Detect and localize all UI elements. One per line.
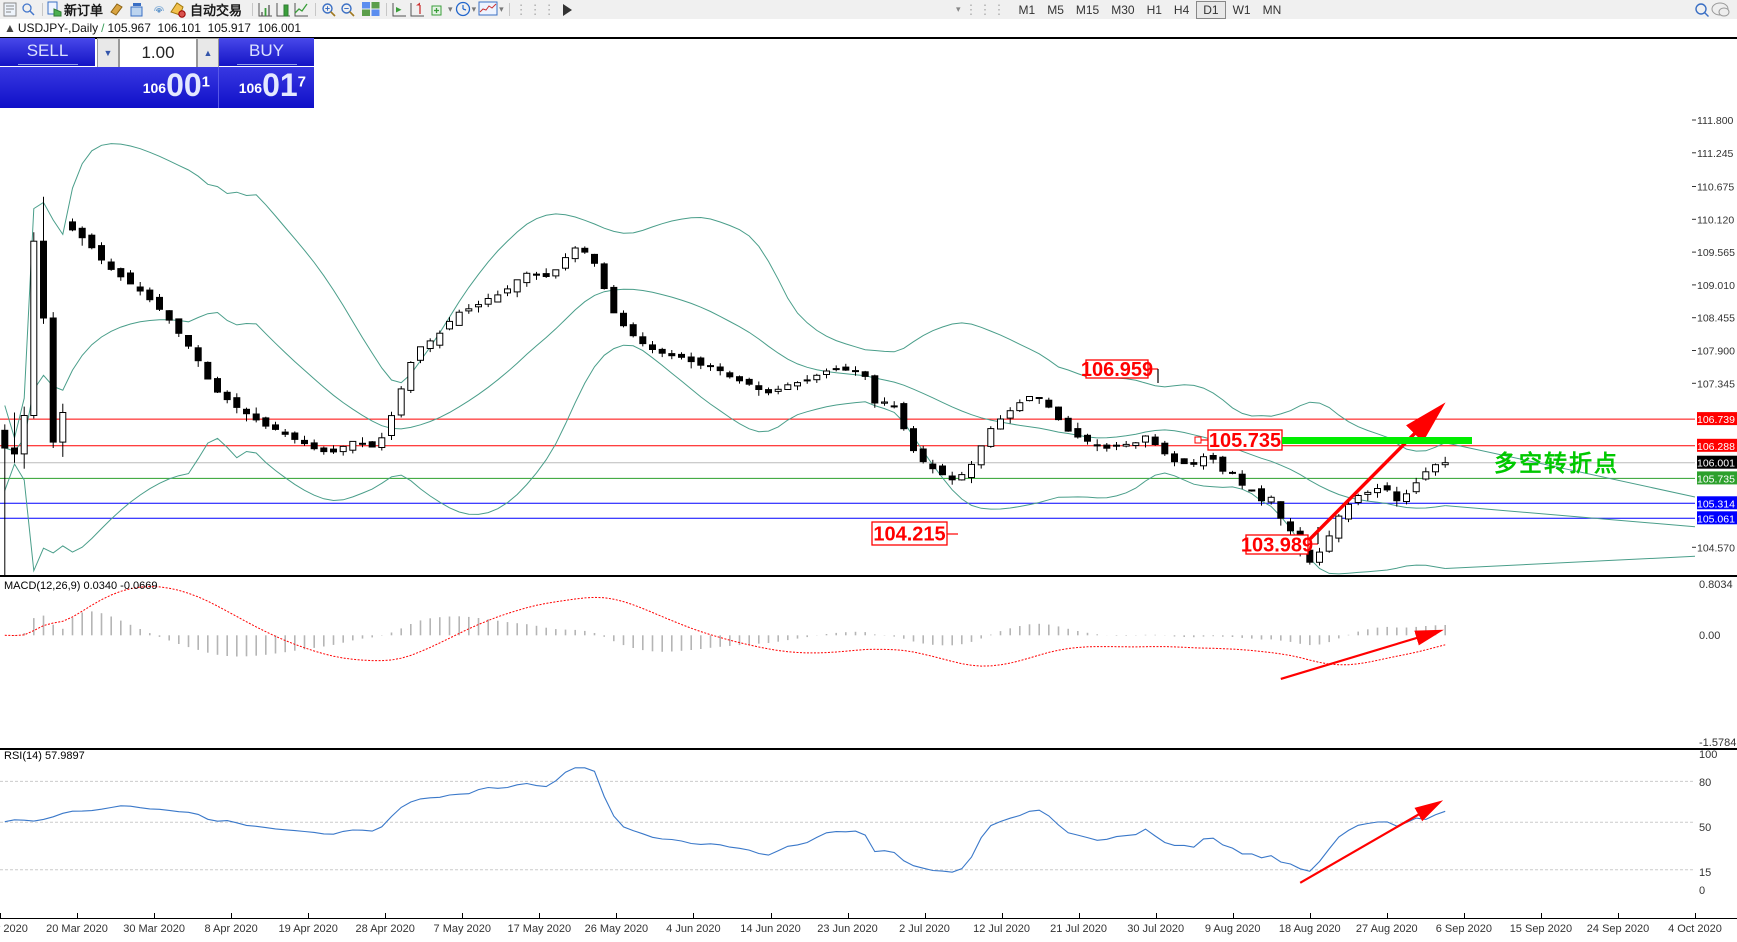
svg-text:106.001: 106.001 [1697, 458, 1735, 470]
svg-text:105.735: 105.735 [1209, 430, 1281, 452]
svg-text:110.120: 110.120 [1697, 214, 1734, 226]
svg-text:109.010: 109.010 [1697, 280, 1735, 292]
svg-text:-1.5784: -1.5784 [1699, 737, 1736, 748]
svg-text:0.00: 0.00 [1699, 630, 1720, 642]
svg-text:110.675: 110.675 [1697, 182, 1734, 194]
svg-text:111.800: 111.800 [1697, 115, 1734, 127]
svg-text:100: 100 [1699, 749, 1717, 761]
svg-text:104.570: 104.570 [1697, 542, 1735, 554]
svg-text:105.314: 105.314 [1697, 498, 1735, 510]
svg-text:多空转折点: 多空转折点 [1494, 450, 1619, 476]
svg-text:103.989: 103.989 [1241, 535, 1313, 557]
svg-text:105.061: 105.061 [1697, 513, 1735, 525]
svg-text:106.959: 106.959 [1081, 359, 1153, 381]
svg-text:0.8034: 0.8034 [1699, 579, 1733, 591]
svg-text:15: 15 [1699, 867, 1711, 879]
svg-text:105.735: 105.735 [1697, 473, 1735, 485]
svg-text:109.565: 109.565 [1697, 247, 1735, 259]
svg-text:50: 50 [1699, 822, 1711, 834]
svg-text:106.739: 106.739 [1697, 414, 1735, 426]
svg-text:107.345: 107.345 [1697, 378, 1735, 390]
svg-text:0: 0 [1699, 885, 1705, 897]
svg-text:107.900: 107.900 [1697, 346, 1735, 358]
svg-text:106.288: 106.288 [1697, 441, 1735, 453]
svg-text:80: 80 [1699, 777, 1711, 789]
svg-text:111.245: 111.245 [1697, 148, 1734, 160]
svg-text:104.015: 104.015 [1697, 575, 1735, 577]
svg-text:108.455: 108.455 [1697, 313, 1735, 325]
svg-text:104.215: 104.215 [873, 524, 945, 546]
